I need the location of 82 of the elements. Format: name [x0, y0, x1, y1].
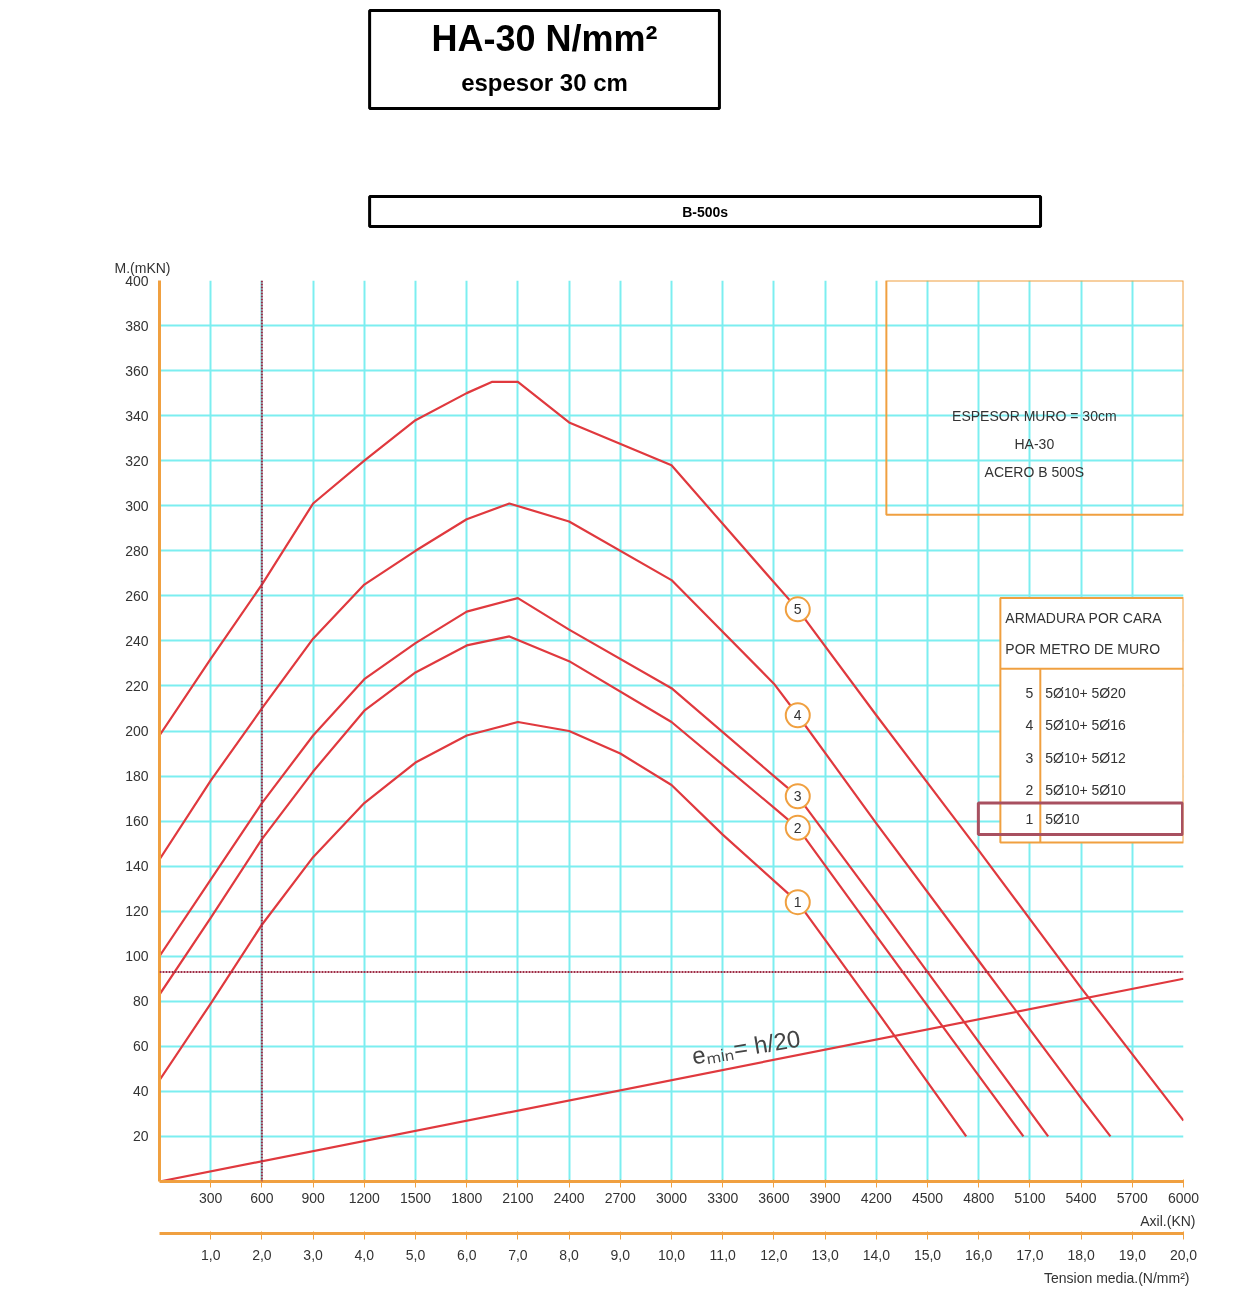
- annotation: 5: [1025, 685, 1034, 702]
- series-label: 2: [793, 819, 802, 836]
- series-label: 4: [793, 707, 802, 724]
- x2-tick-label: 19,0: [1118, 1246, 1147, 1263]
- x-tick-label: 1500: [399, 1189, 432, 1206]
- annotation: 5Ø10+ 5Ø20: [1045, 685, 1127, 702]
- annotation: POR METRO DE MURO: [1005, 640, 1161, 657]
- x2-tick-label: 17,0: [1016, 1246, 1044, 1263]
- x-tick-label: 5400: [1065, 1189, 1097, 1206]
- series-label: 5: [793, 601, 802, 618]
- y-tick-label: 40: [132, 1083, 149, 1100]
- annotation: 3: [1025, 750, 1034, 767]
- x2-tick-label: 20,0: [1169, 1246, 1198, 1263]
- x-tick-label: 2100: [502, 1189, 534, 1206]
- annotation: 1: [1025, 810, 1034, 827]
- x2-tick-label: 5,0: [405, 1246, 426, 1263]
- y-tick-label: 60: [132, 1038, 149, 1055]
- series-label: 3: [793, 788, 802, 805]
- y-tick-label: 380: [125, 317, 149, 334]
- x2-tick-label: 6,0: [456, 1246, 477, 1263]
- y-tick-label: 320: [125, 452, 149, 469]
- x-tick-label: 5100: [1014, 1189, 1046, 1206]
- y-tick-label: 280: [125, 542, 149, 559]
- y-tick-label: 260: [125, 587, 149, 604]
- x2-tick-label: 10,0: [657, 1246, 686, 1263]
- annotation: 5Ø10: [1045, 810, 1080, 827]
- annotation: ARMADURA POR CARA: [1005, 610, 1163, 627]
- x-tick-label: 900: [301, 1189, 325, 1206]
- x-tick-label: 3300: [707, 1189, 739, 1206]
- x-tick-label: 1200: [348, 1189, 381, 1206]
- x-tick-label: 3000: [655, 1189, 688, 1206]
- y-tick-label: 120: [125, 903, 149, 920]
- x-tick-label: 4200: [860, 1189, 893, 1206]
- x-tick-label: 2700: [604, 1189, 637, 1206]
- annotation: 4: [1025, 717, 1034, 734]
- y-tick-label: 240: [125, 632, 149, 649]
- x-tick-label: 1800: [451, 1189, 483, 1206]
- x-tick-label: 6000: [1167, 1189, 1200, 1206]
- annotation: 5Ø10+ 5Ø10: [1045, 781, 1127, 798]
- x2-tick-label: 12,0: [760, 1246, 788, 1263]
- x2-tick-label: 3,0: [303, 1246, 324, 1263]
- y-tick-label: 180: [125, 768, 149, 785]
- chart-subtitle: espesor 30 cm: [461, 69, 628, 96]
- x2-tick-label: 1,0: [200, 1246, 221, 1263]
- x2-tick-label: 16,0: [965, 1246, 993, 1263]
- x2-tick-label: 8,0: [559, 1246, 580, 1263]
- x2-tick-label: 9,0: [610, 1246, 631, 1263]
- y-tick-label: 340: [125, 407, 149, 424]
- x-tick-label: 5700: [1116, 1189, 1149, 1206]
- chart-title: HA-30 N/mm²: [431, 18, 658, 59]
- y-tick-label: 220: [125, 677, 149, 694]
- y-tick-label: 100: [125, 948, 149, 965]
- series-label: 1: [793, 894, 802, 911]
- y-tick-label: 160: [125, 813, 149, 830]
- x2-tick-label: 14,0: [862, 1246, 891, 1263]
- x-tick-label: 600: [250, 1189, 274, 1206]
- x-tick-label: 300: [199, 1189, 223, 1206]
- x2-tick-label: 7,0: [508, 1246, 528, 1263]
- x2-tick-label: 18,0: [1067, 1246, 1095, 1263]
- annotation: 5Ø10+ 5Ø12: [1045, 750, 1127, 767]
- x-tick-label: 3900: [809, 1189, 841, 1206]
- x-tick-label: 2400: [553, 1189, 585, 1206]
- x2-tick-label: 11,0: [709, 1246, 737, 1263]
- annotation: eₘᵢₙ= h/20: [689, 1024, 803, 1070]
- annotation: 5Ø10+ 5Ø16: [1045, 717, 1127, 734]
- annotation: 2: [1025, 781, 1034, 798]
- text: B-500s: [682, 203, 729, 220]
- x-tick-label: 3600: [758, 1189, 790, 1206]
- y-tick-label: 300: [125, 497, 149, 514]
- y-tick-label: 360: [125, 362, 149, 379]
- y-tick-label: 20: [132, 1128, 149, 1145]
- x2-axis-title: Tension media.(N/mm²): [1044, 1269, 1190, 1286]
- x2-tick-label: 4,0: [354, 1246, 375, 1263]
- x-tick-label: 4800: [963, 1189, 995, 1206]
- x-axis-title: Axil.(KN): [1140, 1212, 1196, 1229]
- x2-tick-label: 13,0: [811, 1246, 839, 1263]
- y-tick-label: 200: [125, 723, 149, 739]
- y-tick-label: 140: [125, 858, 149, 875]
- x-tick-label: 4500: [911, 1189, 944, 1206]
- x2-tick-label: 15,0: [913, 1246, 942, 1263]
- y-tick-label: 80: [132, 993, 149, 1010]
- x2-tick-label: 2,0: [252, 1246, 272, 1263]
